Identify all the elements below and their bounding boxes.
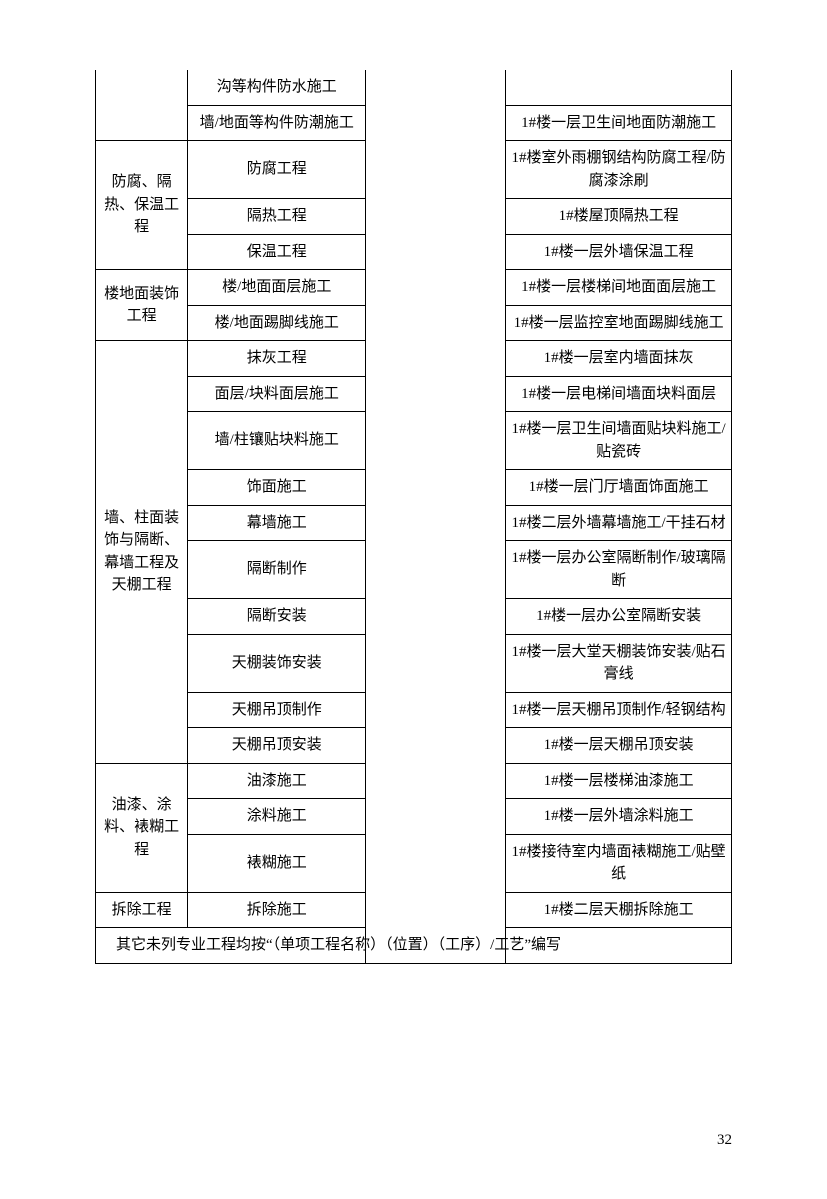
process-cell: 抹灰工程: [188, 341, 366, 377]
footer-cell: 其它未列专业工程均按“（单项工程名称）（位置）（工序）/工艺”编写: [96, 928, 732, 964]
example-cell: 1#楼一层外墙涂料施工: [506, 799, 732, 835]
process-cell: 天棚吊顶安装: [188, 728, 366, 764]
category-cell: 拆除工程: [96, 892, 188, 928]
process-cell: 天棚吊顶制作: [188, 692, 366, 728]
process-cell: 涂料施工: [188, 799, 366, 835]
example-cell: 1#楼一层电梯间墙面块料面层: [506, 376, 732, 412]
process-cell: 隔断制作: [188, 541, 366, 599]
process-cell: 油漆施工: [188, 763, 366, 799]
process-cell: 隔热工程: [188, 199, 366, 235]
process-cell: 沟等构件防水施工: [188, 70, 366, 105]
process-cell: 裱糊施工: [188, 834, 366, 892]
example-cell: 1#楼屋顶隔热工程: [506, 199, 732, 235]
process-cell: 拆除施工: [188, 892, 366, 928]
process-cell: 楼/地面踢脚线施工: [188, 305, 366, 341]
page-number: 32: [717, 1132, 732, 1149]
example-cell: 1#楼一层楼梯间地面面层施工: [506, 270, 732, 306]
category-cell: [96, 70, 188, 141]
process-cell: 墙/柱镶贴块料施工: [188, 412, 366, 470]
process-cell: 墙/地面等构件防潮施工: [188, 105, 366, 141]
middle-cell: [366, 70, 506, 963]
example-cell: 1#楼一层楼梯油漆施工: [506, 763, 732, 799]
example-cell: 1#楼一层办公室隔断制作/玻璃隔断: [506, 541, 732, 599]
process-cell: 幕墙施工: [188, 505, 366, 541]
example-cell: 1#楼一层监控室地面踢脚线施工: [506, 305, 732, 341]
process-cell: 防腐工程: [188, 141, 366, 199]
example-cell: [506, 70, 732, 105]
example-cell: 1#楼一层卫生间地面防潮施工: [506, 105, 732, 141]
process-cell: 楼/地面面层施工: [188, 270, 366, 306]
table-body: 沟等构件防水施工 墙/地面等构件防潮施工 1#楼一层卫生间地面防潮施工 防腐、隔…: [96, 70, 732, 963]
example-cell: 1#楼一层办公室隔断安装: [506, 599, 732, 635]
category-cell: 防腐、隔热、保温工程: [96, 141, 188, 270]
example-cell: 1#楼一层天棚吊顶制作/轻钢结构: [506, 692, 732, 728]
process-cell: 面层/块料面层施工: [188, 376, 366, 412]
table-footer-row: 其它未列专业工程均按“（单项工程名称）（位置）（工序）/工艺”编写: [96, 928, 732, 964]
example-cell: 1#楼一层大堂天棚装饰安装/贴石膏线: [506, 634, 732, 692]
example-cell: 1#楼一层外墙保温工程: [506, 234, 732, 270]
category-cell: 墙、柱面装饰与隔断、幕墙工程及天棚工程: [96, 341, 188, 764]
example-cell: 1#楼二层外墙幕墙施工/干挂石材: [506, 505, 732, 541]
construction-table: 沟等构件防水施工 墙/地面等构件防潮施工 1#楼一层卫生间地面防潮施工 防腐、隔…: [95, 70, 732, 964]
example-cell: 1#楼接待室内墙面裱糊施工/贴壁纸: [506, 834, 732, 892]
category-cell: 楼地面装饰工程: [96, 270, 188, 341]
example-cell: 1#楼一层卫生间墙面贴块料施工/贴瓷砖: [506, 412, 732, 470]
example-cell: 1#楼一层门厅墙面饰面施工: [506, 470, 732, 506]
process-cell: 天棚装饰安装: [188, 634, 366, 692]
process-cell: 隔断安装: [188, 599, 366, 635]
example-cell: 1#楼一层天棚吊顶安装: [506, 728, 732, 764]
example-cell: 1#楼一层室内墙面抹灰: [506, 341, 732, 377]
process-cell: 保温工程: [188, 234, 366, 270]
category-cell: 油漆、涂料、裱糊工程: [96, 763, 188, 892]
example-cell: 1#楼二层天棚拆除施工: [506, 892, 732, 928]
table-row: 沟等构件防水施工: [96, 70, 732, 105]
example-cell: 1#楼室外雨棚钢结构防腐工程/防腐漆涂刷: [506, 141, 732, 199]
process-cell: 饰面施工: [188, 470, 366, 506]
